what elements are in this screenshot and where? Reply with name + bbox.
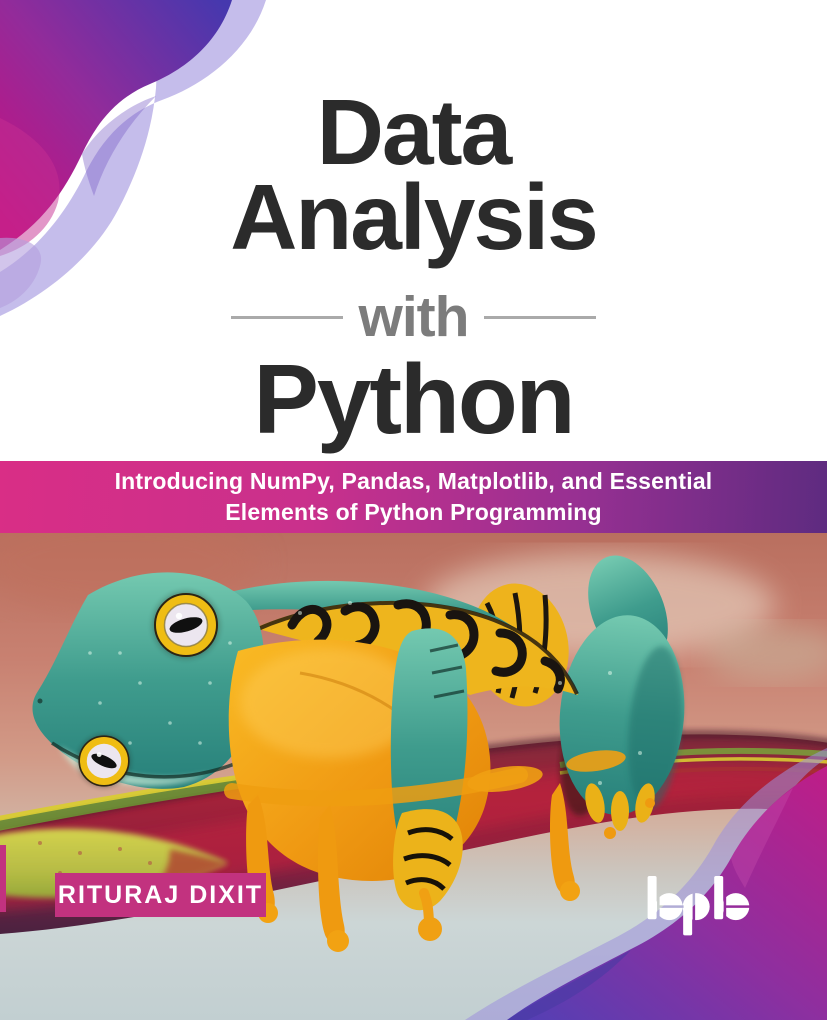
title-line-2: Analysis [230,165,599,269]
title-line-1: Data [316,80,513,184]
subtitle-banner: Introducing NumPy, Pandas, Matplotlib, a… [0,461,827,533]
author-name: RITURAJ DIXIT [57,880,264,909]
title-connector-row: with [0,285,827,349]
frog-nostril [37,698,43,704]
title-connector: with [358,285,470,349]
connector-rule-left [230,315,343,319]
frog-eye-main [153,592,219,658]
frog-photo-illustration [0,533,827,1020]
author-name-plate: RITURAJ DIXIT [55,873,266,917]
connector-rule-right [484,315,597,319]
subtitle-line-1: Introducing NumPy, Pandas, Matplotlib, a… [114,468,713,494]
frog-photo [0,533,827,1020]
frog-eye-lower [77,734,131,788]
author-band-edge [0,845,6,912]
frog-front-leg [390,628,468,911]
title-line-3: Python [253,344,575,454]
frog-mouth [51,741,243,779]
title-block: Data Analysis with Python [0,58,827,454]
subtitle-line-2: Elements of Python Programming [225,499,602,525]
